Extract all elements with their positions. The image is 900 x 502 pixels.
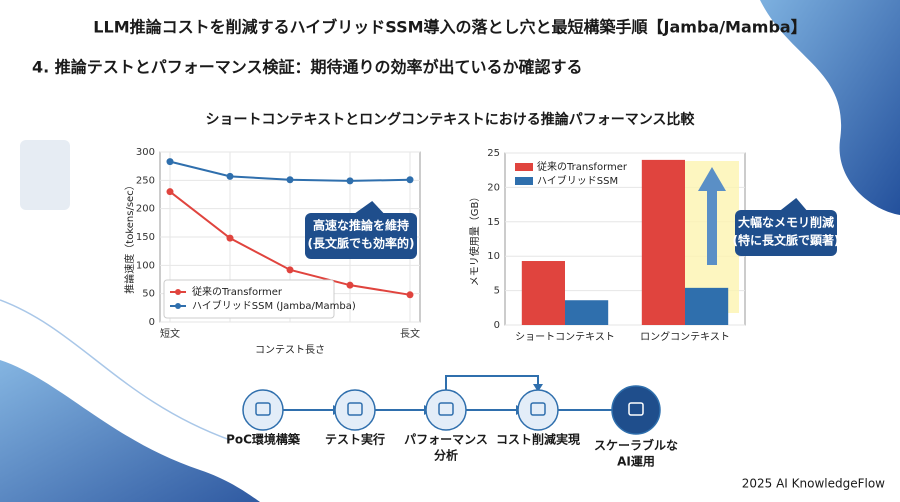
y-tick-label: 250 — [136, 175, 155, 186]
flow-glyph — [438, 402, 454, 416]
flow-label: 分析 — [434, 448, 458, 463]
y-tick-label: 0 — [149, 317, 155, 328]
y-tick-label: 0 — [494, 320, 500, 331]
point — [166, 188, 174, 196]
legend-label: ハイブリッドSSM — [537, 174, 618, 187]
y-axis-label: 推論速度（tokens/sec） — [123, 180, 136, 293]
decor-robot — [20, 140, 70, 210]
y-axis-label: メモリ使用量（GB） — [468, 192, 481, 287]
annotation-text: (特に長文脈で顕著) — [733, 233, 840, 248]
legend-box — [163, 279, 335, 319]
point — [286, 266, 294, 274]
annotation-box — [305, 213, 417, 259]
annotation-pointer — [780, 198, 807, 210]
x-axis-label: コンテスト長さ — [255, 344, 325, 356]
legend-swatch — [175, 289, 181, 295]
y-tick-label: 50 — [142, 289, 155, 300]
legend-swatch — [515, 177, 533, 185]
y-tick-label: 5 — [494, 286, 500, 297]
bar — [521, 261, 565, 325]
y-tick-label: 15 — [487, 217, 500, 228]
flow-icon — [425, 389, 467, 431]
bar — [565, 300, 609, 325]
point — [166, 158, 174, 166]
arrow-head — [698, 167, 726, 191]
flow-label: テスト実行 — [325, 432, 385, 447]
flow-label: コスト削減実現 — [496, 432, 580, 447]
footer: 2025 AI KnowledgeFlow — [742, 477, 885, 491]
flow-glyph — [347, 402, 363, 416]
decor-wave — [760, 0, 900, 215]
flow-icon — [242, 389, 284, 431]
flow-icon — [334, 389, 376, 431]
x-tick-label: ショートコンテキスト — [515, 332, 615, 343]
y-tick-label: 300 — [136, 147, 155, 158]
legend-label: 従来のTransformer — [192, 285, 283, 298]
x-tick-label: 短文 — [160, 327, 180, 340]
flow-glyph — [628, 402, 644, 416]
annotation-pointer — [355, 201, 384, 213]
decor-wave — [0, 360, 260, 502]
annotation-text: 大幅なメモリ削減 — [738, 215, 834, 230]
point — [226, 234, 234, 242]
legend-label: 従来のTransformer — [537, 160, 628, 173]
point — [346, 281, 354, 289]
legend-swatch — [515, 163, 533, 171]
flow-icon — [517, 389, 559, 431]
y-tick-label: 100 — [136, 260, 155, 271]
subtitle: 4. 推論テストとパフォーマンス検証：期待通りの効率が出ているか確認する — [32, 58, 582, 77]
point — [346, 177, 354, 185]
point — [406, 291, 414, 299]
bar — [685, 287, 729, 325]
bar — [641, 159, 685, 325]
flow-label: AI運用 — [617, 455, 655, 469]
flow-icon — [611, 385, 661, 435]
y-tick-label: 150 — [136, 232, 155, 243]
y-tick-label: 10 — [487, 251, 500, 262]
y-tick-label: 25 — [487, 148, 500, 159]
point — [286, 176, 294, 184]
annotation-text: 高速な推論を維持 — [313, 218, 409, 233]
flow-glyph — [255, 402, 271, 416]
flow-label: パフォーマンス — [404, 433, 488, 447]
flow-label: PoC環境構築 — [226, 432, 301, 447]
x-tick-label: ロングコンテキスト — [640, 330, 730, 343]
y-tick-label: 200 — [136, 204, 155, 215]
decor-line — [0, 299, 231, 441]
annotation-text: (長文脈でも効率的) — [308, 236, 415, 251]
point — [226, 172, 234, 180]
point — [406, 176, 414, 184]
annotation-box — [735, 210, 837, 256]
legend-swatch — [175, 303, 181, 309]
comparison-title: ショートコンテキストとロングコンテキストにおける推論パフォーマンス比較 — [206, 111, 696, 128]
flow-label: スケーラブルな — [594, 438, 678, 453]
title: LLM推論コストを削減するハイブリッドSSM導入の落とし穴と最短構築手順【Jam… — [93, 18, 806, 37]
x-tick-label: 長文 — [400, 327, 420, 340]
y-tick-label: 20 — [487, 182, 500, 193]
flow-arrows — [283, 375, 612, 411]
flow-glyph — [530, 402, 546, 416]
legend-label: ハイブリッドSSM (Jamba/Mamba) — [192, 299, 356, 312]
